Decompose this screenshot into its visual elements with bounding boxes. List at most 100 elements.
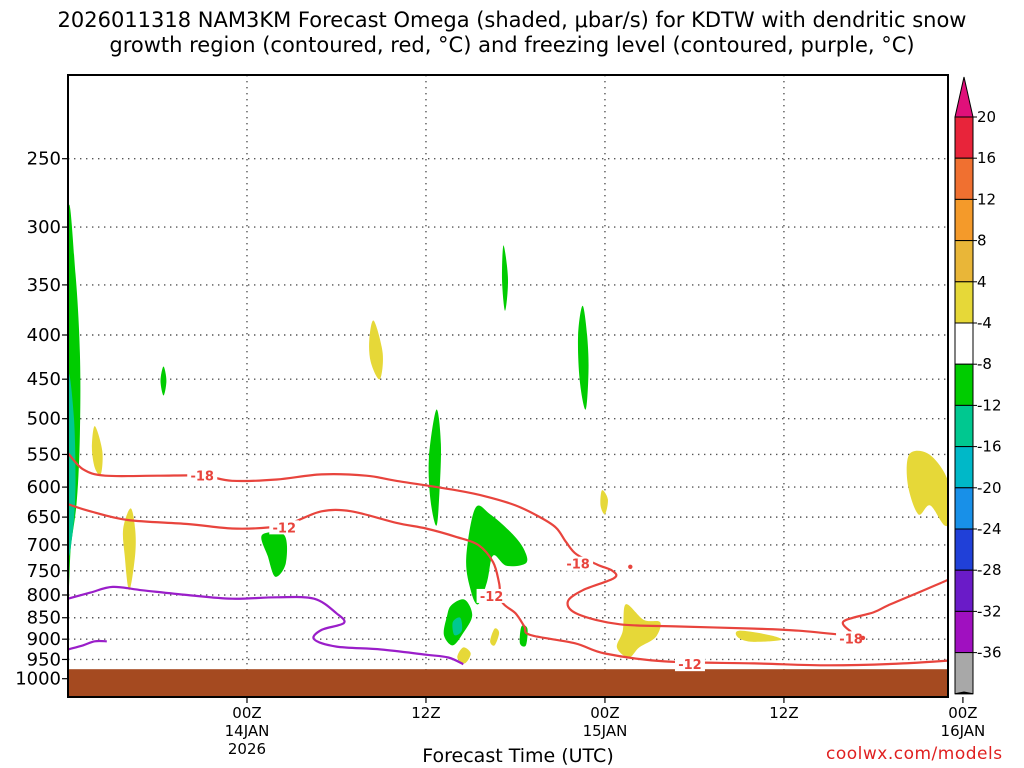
y-tick-label: 400 <box>27 325 61 346</box>
contour-label: -12 <box>273 521 297 536</box>
omega-shaded-region <box>452 617 463 636</box>
y-tick-label: 500 <box>27 409 61 430</box>
colorbar-swatch <box>954 610 974 654</box>
y-tick-label: 700 <box>27 535 61 556</box>
colorbar-swatch <box>954 528 974 571</box>
y-tick-label: 450 <box>27 369 61 390</box>
watermark-text: coolwx.com/models <box>826 744 1003 764</box>
omega-shaded-region <box>160 366 167 396</box>
colorbar-label: -8 <box>977 355 992 373</box>
colorbar-label: -32 <box>977 602 1002 620</box>
omega-shaded-region <box>519 625 528 647</box>
omega-shaded-region <box>68 373 76 556</box>
omega-shaded-region <box>428 409 442 526</box>
colorbar-swatch <box>954 404 974 448</box>
omega-shaded-region <box>501 245 509 311</box>
omega-shaded-region <box>457 647 471 664</box>
colorbar-swatch <box>954 652 974 695</box>
y-tick-label: 650 <box>27 507 61 528</box>
colorbar-label: 16 <box>977 149 996 167</box>
plot-clipped: -18 -12 -18 -12 -18 -12 <box>68 75 948 697</box>
colorbar-swatch <box>954 198 974 242</box>
chart-title-line-2: growth region (contoured, red, °C) and f… <box>109 33 915 57</box>
colorbar-swatch <box>954 281 974 324</box>
y-tick-label: 250 <box>27 149 61 170</box>
x-tick-label: 00Z <box>232 704 261 722</box>
chart-title-line-1: 2026011318 NAM3KM Forecast Omega (shaded… <box>57 8 967 32</box>
y-tick-label: 850 <box>27 608 61 629</box>
x-tick-year: 2026 <box>228 740 266 758</box>
omega-shaded-region <box>616 604 661 658</box>
x-axis-label: Forecast Time (UTC) <box>422 745 614 767</box>
colorbar-swatch <box>954 116 974 159</box>
colorbar-label: 12 <box>977 190 996 208</box>
contour-label-bg <box>476 588 507 603</box>
freezing-level-contour <box>68 585 464 666</box>
colorbar-swatch <box>954 363 974 406</box>
plot-layer: -18 -12 -18 -12 -18 -12 <box>68 75 948 697</box>
omega-shaded-region <box>122 508 136 591</box>
x-tick-label: 12Z <box>411 704 440 722</box>
dgz-contour-line <box>841 578 948 633</box>
dgz-contour-line <box>68 452 860 639</box>
colorbar-bottom-triangle <box>954 691 974 695</box>
colorbar-label: 4 <box>977 273 987 291</box>
omega-shaded-region <box>906 450 948 527</box>
x-tick-date: 14JAN <box>225 722 270 740</box>
omega-shaded-region <box>369 320 383 380</box>
colorbar: 20 16 12 8 4 -4 -8 -12 -16 -20 -24 -28 -32 -36 <box>954 76 1002 695</box>
contour-label-bg <box>187 468 218 483</box>
colorbar-swatch <box>954 157 974 200</box>
y-tick-label: 1000 <box>15 669 61 690</box>
colorbar-swatch <box>954 487 974 530</box>
colorbar-label: 20 <box>977 108 996 126</box>
colorbar-swatch <box>954 569 974 612</box>
ground-surface <box>68 669 948 697</box>
contour-label-bg <box>836 631 867 646</box>
colorbar-label: -36 <box>977 644 1002 662</box>
colorbar-label: 8 <box>977 232 987 250</box>
omega-shaded-region <box>735 630 782 642</box>
colorbar-label: -24 <box>977 520 1002 538</box>
contour-label-bg <box>269 520 300 535</box>
x-tick-date: 15JAN <box>583 722 628 740</box>
contour-label: -12 <box>480 590 504 605</box>
x-tick-label: 00Z <box>948 704 977 722</box>
contour-label: -12 <box>678 658 702 673</box>
contour-label: -18 <box>566 558 590 573</box>
y-tick-label: 300 <box>27 217 61 238</box>
freezing-level-contour <box>68 639 107 651</box>
y-tick-label: 550 <box>27 444 61 465</box>
contour-label: -18 <box>839 632 863 647</box>
y-tick-label: 900 <box>27 629 61 650</box>
omega-shaded-region <box>91 426 103 476</box>
contour-label-bg <box>563 556 594 571</box>
y-tick-label: 750 <box>27 561 61 582</box>
x-tick-label: 00Z <box>590 704 619 722</box>
colorbar-swatch <box>954 322 974 365</box>
x-tick-date: 16JAN <box>941 722 986 740</box>
plot-frame <box>67 74 949 698</box>
axis-layer: 2503003504004505005506006507007508008509… <box>15 74 986 758</box>
colorbar-top-triangle <box>954 76 974 118</box>
y-tick-label: 950 <box>27 649 61 670</box>
omega-shaded-region <box>600 490 608 515</box>
colorbar-label: -4 <box>977 314 992 332</box>
colorbar-label: -12 <box>977 396 1002 414</box>
omega-shaded-region <box>490 628 500 646</box>
contour-label-bg <box>674 657 705 672</box>
y-tick-label: 350 <box>27 275 61 296</box>
contour-dot <box>628 564 633 569</box>
omega-shaded-region <box>261 532 288 577</box>
omega-shaded-region <box>466 505 528 605</box>
colorbar-label: -20 <box>977 479 1002 497</box>
contour-dot <box>860 635 866 641</box>
colorbar-label: -16 <box>977 438 1002 456</box>
colorbar-label: -28 <box>977 561 1002 579</box>
x-tick-label: 12Z <box>769 704 798 722</box>
colorbar-swatch <box>954 240 974 283</box>
y-tick-label: 800 <box>27 585 61 606</box>
omega-shaded-region <box>577 305 589 410</box>
contour-label: -18 <box>190 470 214 485</box>
